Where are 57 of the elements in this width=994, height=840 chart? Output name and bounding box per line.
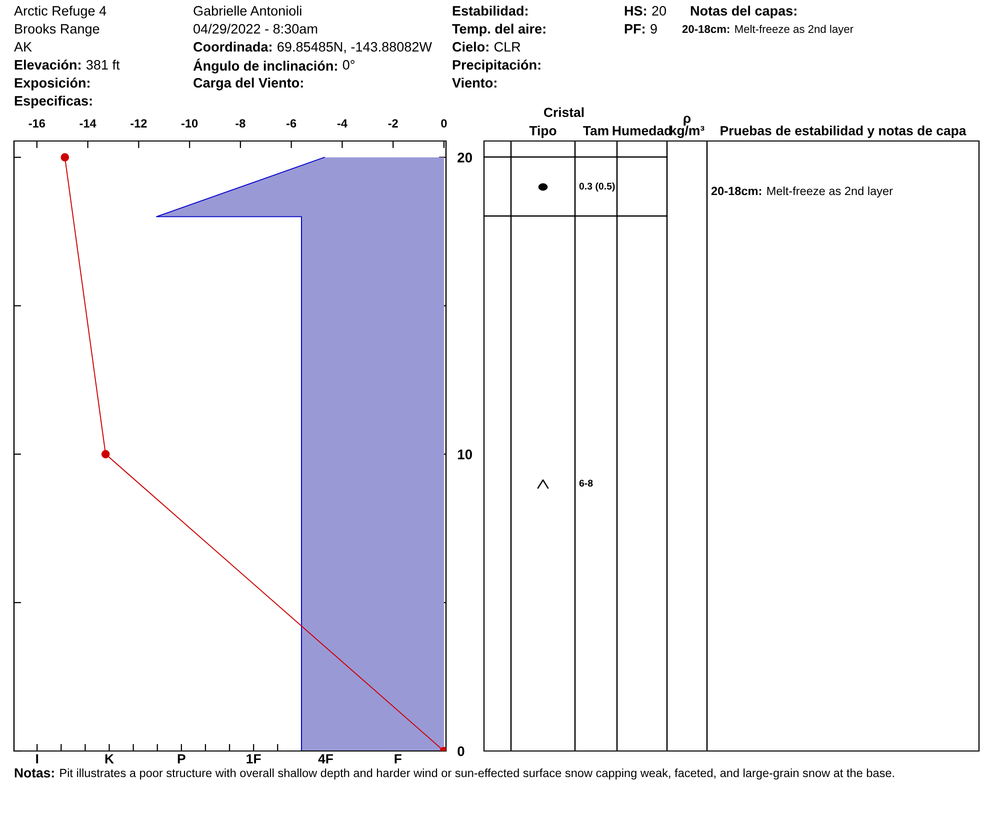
- text: 69.85485N, -143.88082W: [278, 42, 432, 54]
- text: 20: [652, 6, 666, 16]
- text: HS:: [624, 6, 646, 16]
- text: Precipitación:: [452, 60, 540, 72]
- x2-tick-label: -10: [181, 119, 198, 128]
- x2-tick-label: -12: [130, 119, 147, 128]
- category-label: ρ kg/m³: [670, 116, 704, 138]
- text: Cristal: [544, 107, 584, 118]
- text: 381 ft: [86, 60, 120, 70]
- x-tick-label: K: [105, 754, 114, 764]
- text: Notas:: [14, 768, 54, 778]
- text: Carga del Viento:: [194, 78, 303, 90]
- text: Ángulo de inclinación:: [193, 58, 337, 74]
- category-label: Tam: [583, 126, 608, 136]
- x-tick-label: F: [394, 754, 402, 764]
- text: Brooks Range: [15, 24, 100, 36]
- x2-tick-label: -4: [337, 119, 348, 128]
- text: Temp. del aire:: [452, 24, 546, 36]
- text: Notas del capas:: [690, 6, 796, 18]
- x2-tick-label: -6: [286, 119, 296, 128]
- x2-tick-label: 0: [441, 119, 447, 128]
- y-tick-label: 0: [458, 746, 464, 756]
- x2-tick-label: -14: [80, 119, 96, 128]
- text: Cielo:: [452, 42, 488, 52]
- text: Estabilidad:: [452, 6, 528, 16]
- x2-tick-label: -16: [28, 119, 46, 128]
- text: 20-18cm:: [682, 25, 730, 33]
- x-tick-label: P: [178, 754, 186, 764]
- x2-tick-label: -2: [388, 119, 398, 128]
- x2-tick-label: -8: [236, 119, 246, 128]
- text: Gabrielle Antonioli: [194, 6, 302, 16]
- x-tick-label: I: [36, 754, 38, 764]
- text: 20-18cm:: [711, 186, 762, 196]
- text: 6-8: [579, 480, 593, 487]
- text: 04/29/2022 - 8:30am: [194, 24, 318, 34]
- text: Elevación:: [14, 60, 80, 70]
- text: 9: [650, 24, 657, 34]
- text: Pit illustrates a poor structure with overall shallow depth and harder wind or sun-effected surface snow capping weak, faceted, and large-grain snow at the base.: [60, 768, 894, 780]
- category-label: Tipo: [529, 126, 556, 138]
- text: Melt-freeze as 2nd layer: [767, 186, 893, 198]
- text: Exposición:: [14, 78, 90, 90]
- category-label: Humedad: [612, 126, 672, 136]
- text: Arctic Refuge 4: [14, 6, 106, 18]
- text: Especificas:: [14, 96, 92, 108]
- text: PF:: [624, 24, 645, 34]
- text: AK: [14, 42, 32, 52]
- text: Viento:: [452, 78, 496, 88]
- category-label: Pruebas de estabilidad y notas de capa: [720, 126, 966, 138]
- x-tick-label: 1F: [246, 754, 261, 764]
- text: CLR: [494, 42, 520, 52]
- x-tick-label: 4F: [318, 754, 333, 764]
- y-tick-label: 20: [458, 152, 472, 162]
- text: Melt-freeze as 2nd layer: [735, 24, 854, 36]
- text: 0°: [342, 60, 354, 70]
- y-tick-label: 10: [458, 449, 472, 460]
- text: 0.3 (0.5): [579, 182, 615, 192]
- text: Coordinada:: [194, 42, 272, 52]
